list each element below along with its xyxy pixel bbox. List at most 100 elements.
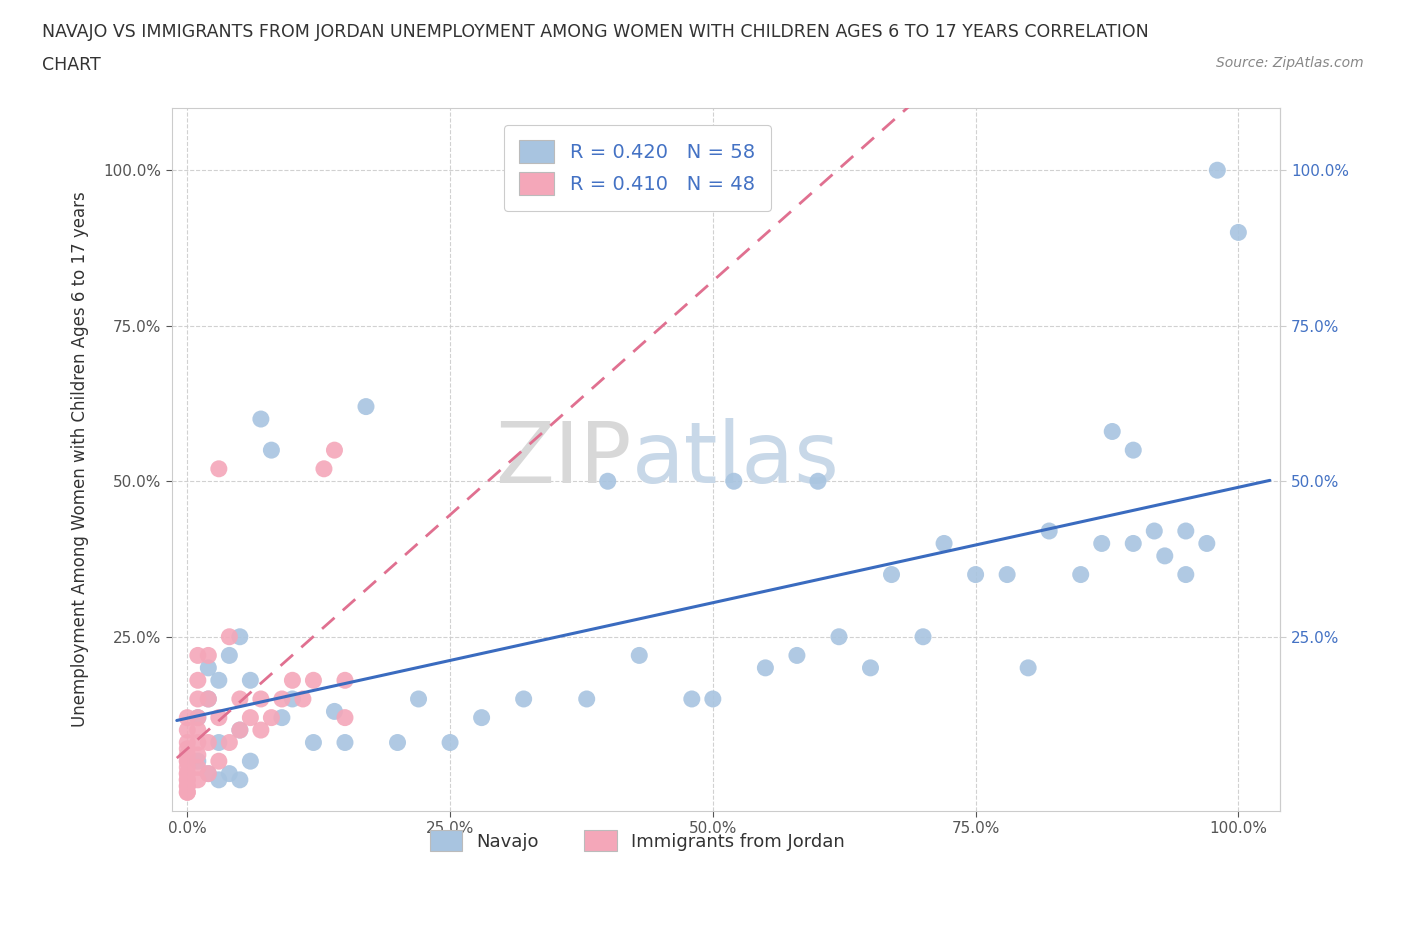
Point [187,748,209,763]
Point [702,692,724,707]
Point [218,648,240,663]
Point [176,711,198,725]
Point [187,760,209,775]
Point [807,473,830,488]
Point [271,711,294,725]
Point [208,673,231,688]
Point [239,753,262,768]
Point [187,753,209,768]
Point [187,723,209,737]
Point [1206,163,1229,178]
Point [786,648,808,663]
Point [176,785,198,800]
Point [187,711,209,725]
Point [1038,524,1060,538]
Point [187,773,209,788]
Legend: Navajo, Immigrants from Jordan: Navajo, Immigrants from Jordan [422,823,852,858]
Y-axis label: Unemployment Among Women with Children Ages 6 to 17 years: Unemployment Among Women with Children A… [72,192,89,727]
Point [333,673,356,688]
Point [408,692,430,707]
Point [471,711,494,725]
Point [187,673,209,688]
Point [218,735,240,750]
Point [281,673,304,688]
Point [681,692,703,707]
Point [239,673,262,688]
Point [754,660,776,675]
Point [250,412,273,427]
Point [281,692,304,707]
Point [260,711,283,725]
Point [932,536,955,551]
Point [208,753,231,768]
Point [1091,536,1114,551]
Point [1122,536,1144,551]
Point [218,766,240,781]
Point [723,473,745,488]
Point [176,766,198,781]
Point [250,692,273,707]
Point [260,443,283,458]
Point [229,692,252,707]
Point [312,461,335,476]
Point [187,692,209,707]
Text: atlas: atlas [631,418,839,501]
Point [176,760,198,775]
Point [1174,524,1197,538]
Point [271,692,294,707]
Point [1153,549,1175,564]
Point [995,567,1018,582]
Point [229,773,252,788]
Point [439,735,461,750]
Point [197,692,219,707]
Point [828,630,851,644]
Point [965,567,987,582]
Point [197,692,219,707]
Text: CHART: CHART [42,56,101,73]
Point [1017,660,1039,675]
Point [1143,524,1166,538]
Point [596,473,619,488]
Point [229,723,252,737]
Point [239,711,262,725]
Point [176,753,198,768]
Point [218,630,240,644]
Point [176,773,198,788]
Point [208,735,231,750]
Point [176,778,198,793]
Point [302,673,325,688]
Point [187,735,209,750]
Point [176,785,198,800]
Point [197,766,219,781]
Point [291,692,314,707]
Point [176,773,198,788]
Point [512,692,534,707]
Point [250,723,273,737]
Point [187,648,209,663]
Point [176,741,198,756]
Point [1195,536,1218,551]
Point [197,648,219,663]
Point [323,443,346,458]
Point [354,399,377,414]
Point [208,461,231,476]
Point [176,778,198,793]
Point [208,711,231,725]
Point [323,704,346,719]
Point [197,735,219,750]
Point [575,692,598,707]
Text: ZIP: ZIP [495,418,631,501]
Point [387,735,409,750]
Point [1122,443,1144,458]
Text: NAVAJO VS IMMIGRANTS FROM JORDAN UNEMPLOYMENT AMONG WOMEN WITH CHILDREN AGES 6 T: NAVAJO VS IMMIGRANTS FROM JORDAN UNEMPLO… [42,23,1149,41]
Point [229,723,252,737]
Point [187,711,209,725]
Point [176,753,198,768]
Point [628,648,651,663]
Point [208,773,231,788]
Point [176,735,198,750]
Point [333,735,356,750]
Point [333,711,356,725]
Point [1101,424,1123,439]
Text: Source: ZipAtlas.com: Source: ZipAtlas.com [1216,56,1364,70]
